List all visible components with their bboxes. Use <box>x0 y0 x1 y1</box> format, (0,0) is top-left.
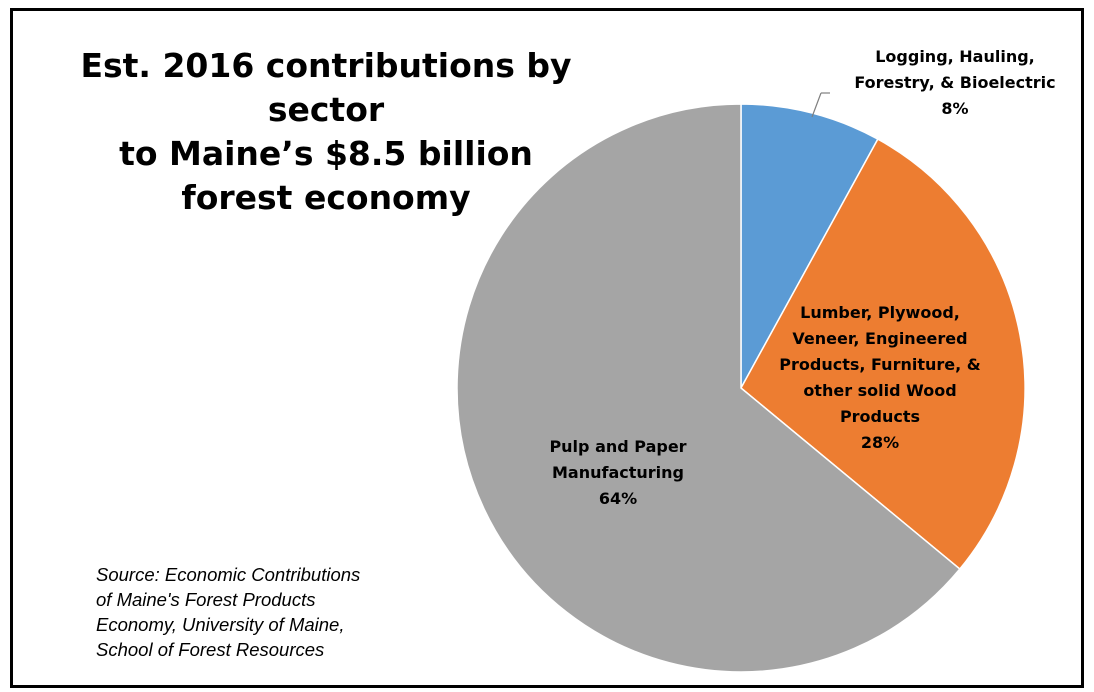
slice-pct-pulp-paper: 64% <box>599 489 637 508</box>
pie-slices <box>456 103 1026 673</box>
source-note: Source: Economic Contributions of Maine'… <box>96 562 360 662</box>
slice-label-lumber: Products, Furniture, & <box>779 355 980 374</box>
chart-title-line-3: forest economy <box>181 178 471 217</box>
pie-slice-lumber <box>740 138 1026 571</box>
source-line-1: Source: Economic Contributions <box>96 564 361 585</box>
slice-pct-lumber: 28% <box>861 433 899 452</box>
slice-label-logging: Logging, Hauling, <box>875 47 1035 66</box>
chart-title: Est. 2016 contributions by sector to Mai… <box>26 44 626 220</box>
chart-title-line-2: to Maine’s $8.5 billion <box>119 134 533 173</box>
leader-line <box>811 92 822 118</box>
slice-label-lumber: Veneer, Engineered <box>792 329 967 348</box>
slice-label-logging: Forestry, & Bioelectric <box>854 73 1055 92</box>
slice-label-pulp-paper: Manufacturing <box>552 463 684 482</box>
source-line-2: of Maine's Forest Products <box>96 589 316 610</box>
slice-labels: Logging, Hauling, Forestry, & Bioelectric… <box>549 47 1055 508</box>
slice-label-lumber: Products <box>840 407 920 426</box>
slice-pct-logging: 8% <box>941 99 968 118</box>
source-line-4: School of Forest Resources <box>96 639 325 660</box>
pie-slice-logging <box>740 103 879 389</box>
chart-title-line-1: Est. 2016 contributions by sector <box>80 46 572 129</box>
source-line-3: Economy, University of Maine, <box>96 614 345 635</box>
slice-label-pulp-paper: Pulp and Paper <box>549 437 686 456</box>
pie-slice-pulp-paper <box>456 103 961 673</box>
slice-label-lumber: other solid Wood <box>803 381 956 400</box>
slice-label-lumber: Lumber, Plywood, <box>800 303 960 322</box>
